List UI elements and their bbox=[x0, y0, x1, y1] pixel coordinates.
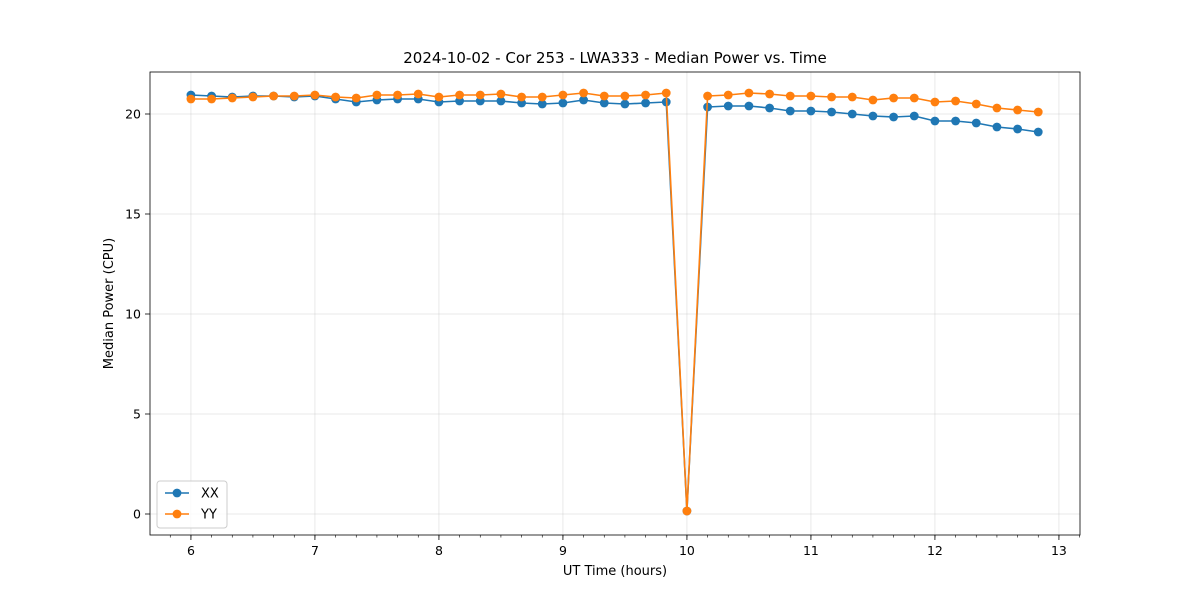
legend-marker bbox=[172, 488, 182, 498]
data-point-xx bbox=[537, 99, 547, 109]
data-point-yy bbox=[847, 92, 857, 102]
data-point-yy bbox=[868, 95, 878, 105]
data-point-yy bbox=[393, 90, 402, 100]
data-point-yy bbox=[806, 91, 816, 101]
data-point-xx bbox=[558, 98, 568, 108]
data-point-xx bbox=[930, 116, 940, 126]
grid bbox=[150, 72, 1080, 535]
data-point-xx bbox=[765, 103, 774, 113]
legend-label: XX bbox=[201, 487, 219, 502]
x-tick-label: 9 bbox=[559, 543, 567, 558]
data-point-yy bbox=[310, 90, 320, 100]
x-tick-label: 7 bbox=[311, 543, 319, 558]
data-point-xx bbox=[951, 116, 960, 126]
data-point-yy bbox=[351, 93, 361, 103]
data-point-xx bbox=[909, 111, 919, 121]
data-point-xx bbox=[827, 107, 836, 117]
data-point-xx bbox=[785, 106, 795, 116]
x-tick-label: 11 bbox=[803, 543, 819, 558]
data-point-yy bbox=[455, 90, 464, 100]
x-tick-label: 12 bbox=[927, 543, 943, 558]
data-point-yy bbox=[971, 99, 981, 109]
data-point-yy bbox=[186, 94, 196, 104]
legend: XX YY bbox=[156, 480, 228, 529]
data-point-xx bbox=[579, 95, 588, 105]
y-tick-label: 15 bbox=[125, 207, 141, 222]
data-point-yy bbox=[889, 93, 898, 103]
data-point-yy bbox=[579, 88, 588, 98]
legend-label: YY bbox=[200, 508, 217, 523]
data-point-xx bbox=[620, 99, 630, 109]
data-point-yy bbox=[599, 91, 609, 101]
data-point-yy bbox=[558, 90, 568, 100]
legend-marker bbox=[172, 509, 182, 519]
data-point-yy bbox=[496, 89, 506, 99]
data-point-yy bbox=[992, 103, 1002, 113]
data-point-yy bbox=[227, 93, 237, 103]
data-point-yy bbox=[703, 91, 712, 101]
data-point-yy bbox=[682, 506, 692, 516]
data-point-yy bbox=[785, 91, 795, 101]
y-tick-label: 20 bbox=[125, 107, 141, 122]
data-point-xx bbox=[992, 122, 1002, 132]
x-tick-label: 8 bbox=[435, 543, 443, 558]
data-point-yy bbox=[951, 96, 960, 106]
series-yy bbox=[186, 88, 1043, 516]
data-point-xx bbox=[868, 111, 878, 121]
data-point-yy bbox=[372, 90, 382, 100]
data-point-xx bbox=[744, 101, 754, 111]
data-point-yy bbox=[744, 88, 754, 98]
data-point-yy bbox=[661, 88, 671, 98]
data-point-xx bbox=[889, 112, 898, 122]
data-point-xx bbox=[641, 98, 650, 108]
data-point-yy bbox=[909, 93, 919, 103]
data-point-yy bbox=[827, 92, 836, 102]
legend-item-xx: XX bbox=[165, 487, 219, 502]
chart-title: 2024-10-02 - Cor 253 - LWA333 - Median P… bbox=[403, 49, 827, 67]
plot-frame bbox=[149, 71, 1081, 536]
data-point-xx bbox=[599, 98, 609, 108]
data-point-yy bbox=[517, 92, 526, 102]
data-point-yy bbox=[269, 91, 278, 101]
data-point-xx bbox=[806, 106, 816, 116]
data-point-xx bbox=[496, 96, 506, 106]
y-tick-label: 10 bbox=[125, 307, 141, 322]
data-point-yy bbox=[537, 92, 547, 102]
data-point-yy bbox=[331, 92, 340, 102]
x-tick-label: 10 bbox=[679, 543, 695, 558]
x-axis-label: UT Time (hours) bbox=[563, 564, 667, 579]
data-point-yy bbox=[1033, 107, 1043, 117]
series-layer bbox=[186, 88, 1043, 516]
data-point-yy bbox=[289, 91, 299, 101]
data-point-yy bbox=[413, 89, 423, 99]
data-point-xx bbox=[1033, 127, 1043, 137]
data-point-yy bbox=[1013, 105, 1022, 115]
data-point-yy bbox=[434, 92, 444, 102]
data-point-yy bbox=[765, 89, 774, 99]
data-point-yy bbox=[620, 91, 630, 101]
data-point-yy bbox=[641, 90, 650, 100]
data-point-xx bbox=[847, 109, 857, 119]
data-point-yy bbox=[248, 92, 258, 102]
axis-ticks: 6 7 8 9 10 11 12 13 0 5 10 15 20 bbox=[125, 107, 1080, 558]
data-point-xx bbox=[1013, 124, 1022, 134]
data-point-xx bbox=[723, 101, 733, 111]
data-point-xx bbox=[971, 118, 981, 128]
legend-item-yy: YY bbox=[165, 508, 217, 523]
y-axis-label: Median Power (CPU) bbox=[102, 238, 117, 369]
data-point-yy bbox=[475, 90, 485, 100]
data-point-yy bbox=[930, 97, 940, 107]
data-point-yy bbox=[723, 90, 733, 100]
x-tick-label: 13 bbox=[1051, 543, 1067, 558]
y-tick-label: 0 bbox=[133, 507, 141, 522]
y-tick-label: 5 bbox=[133, 407, 141, 422]
x-tick-label: 6 bbox=[187, 543, 195, 558]
data-point-yy bbox=[207, 94, 216, 104]
